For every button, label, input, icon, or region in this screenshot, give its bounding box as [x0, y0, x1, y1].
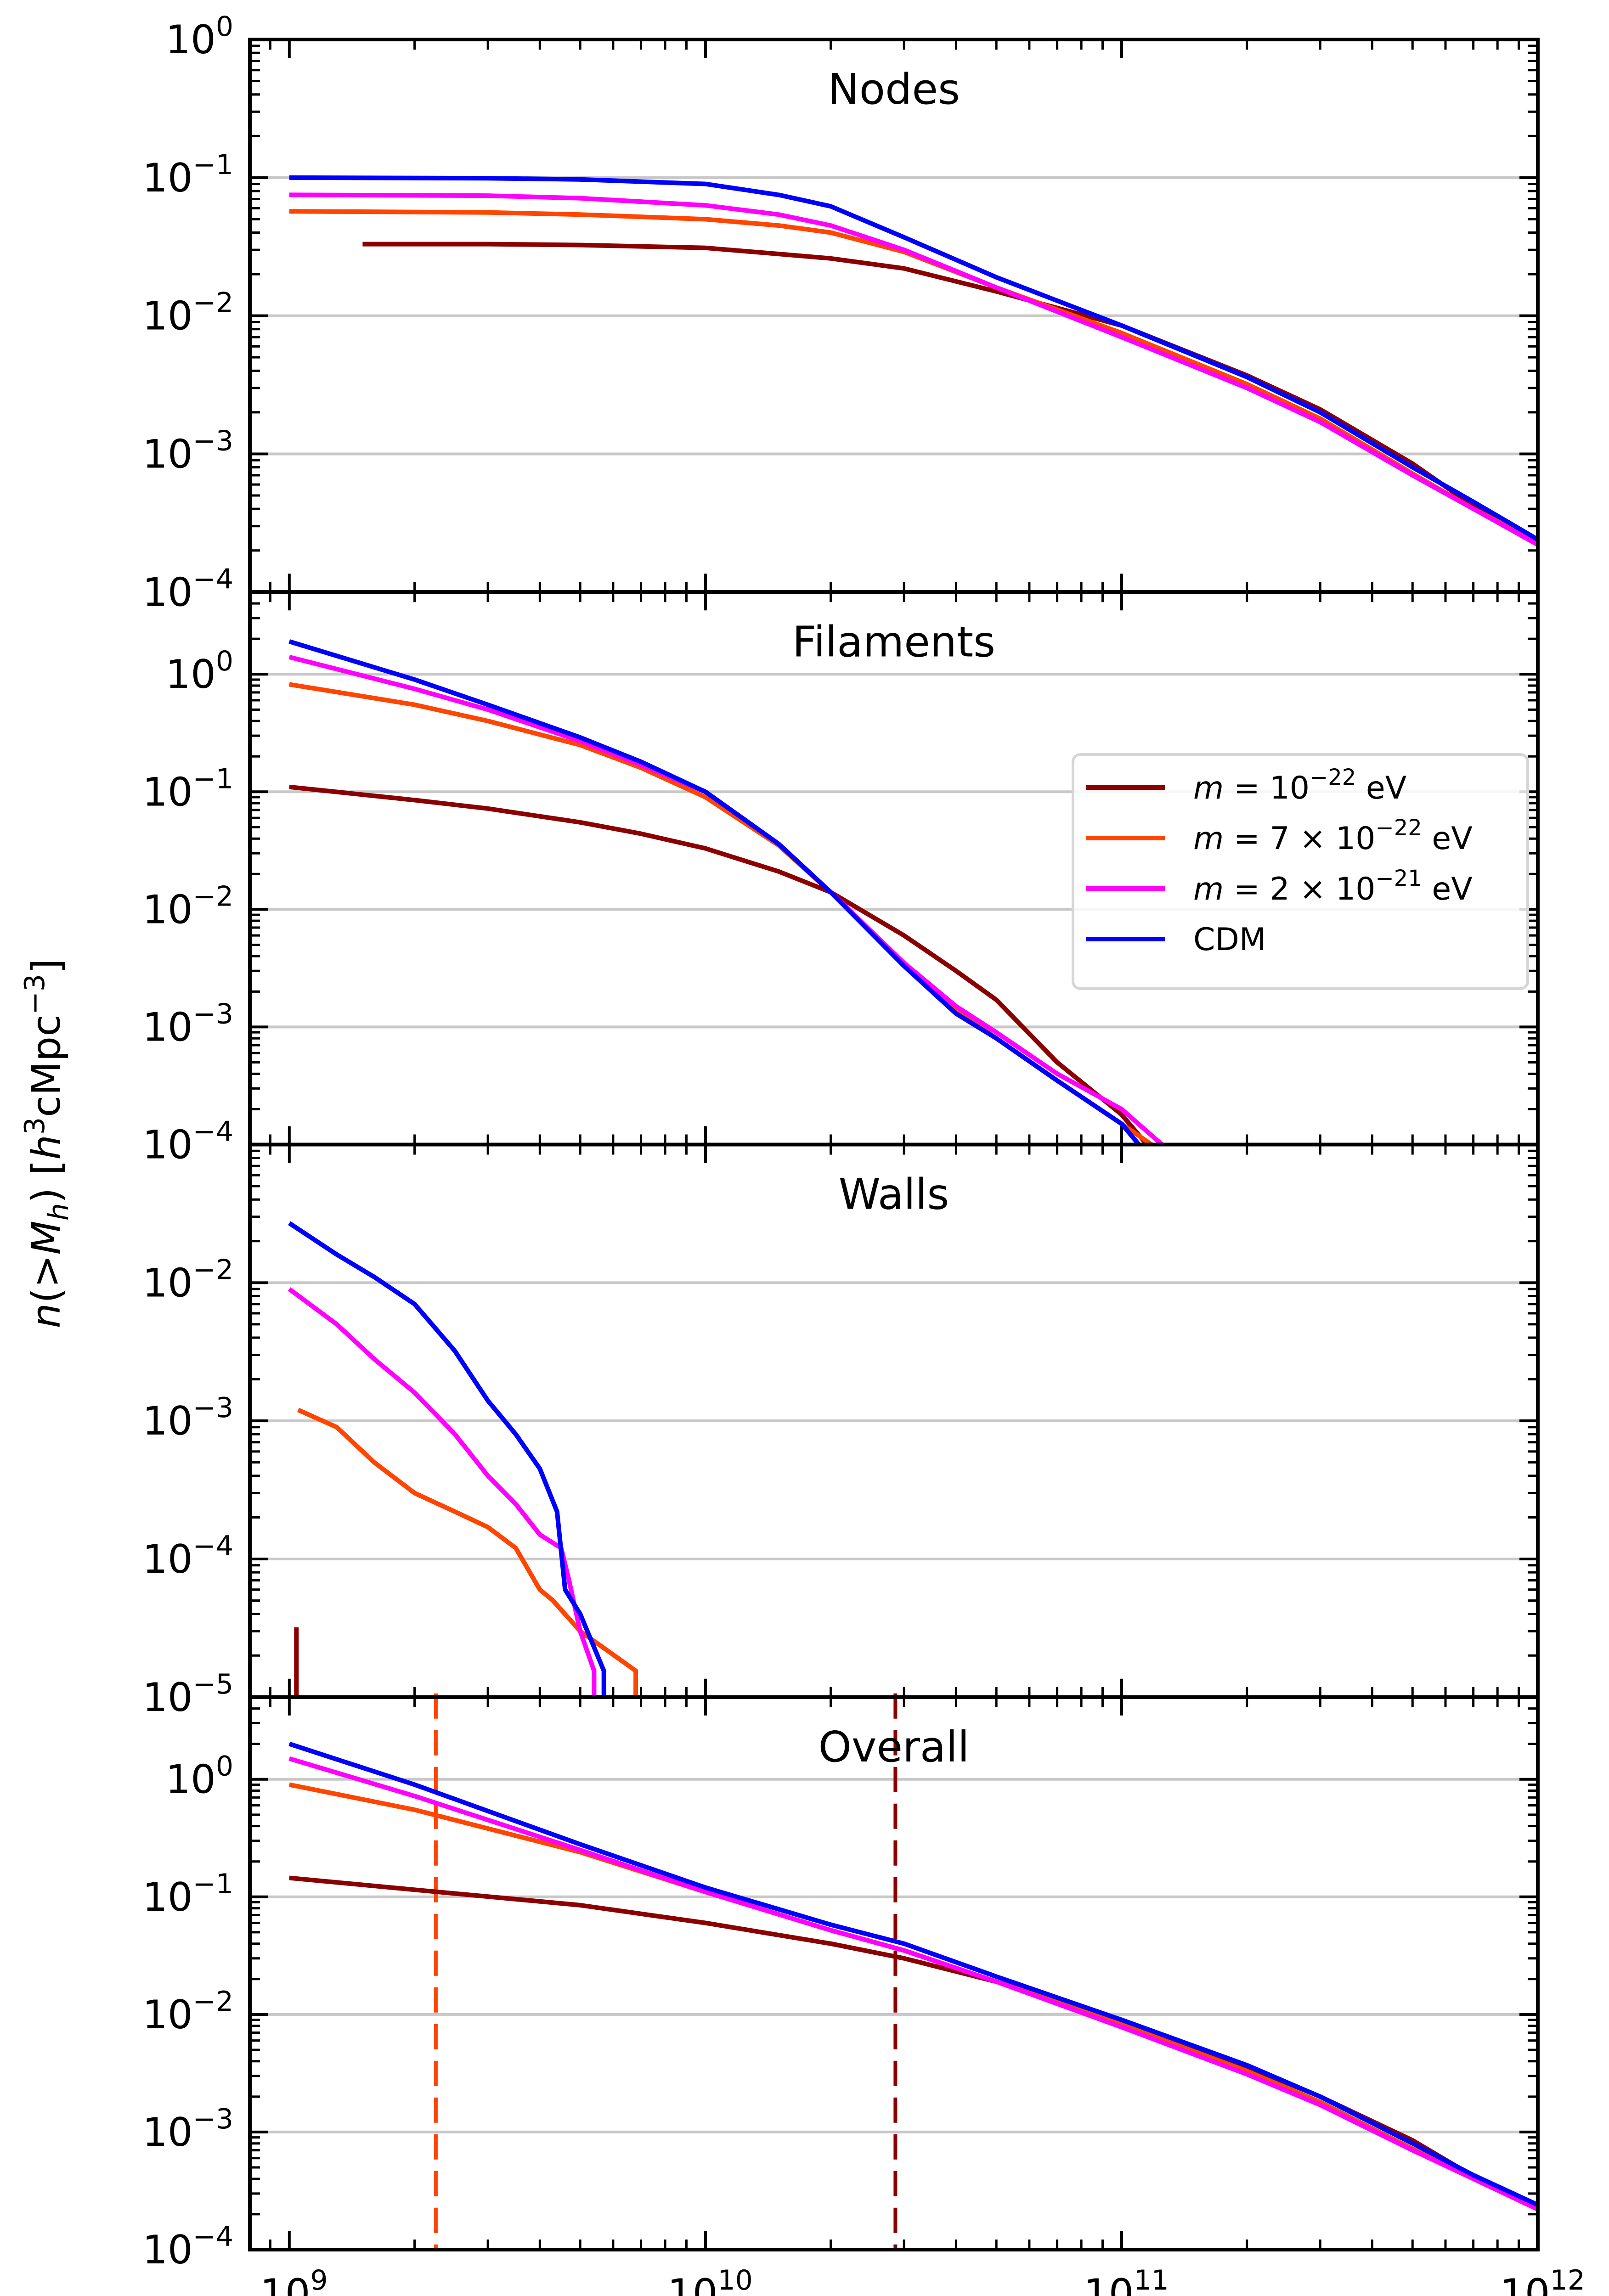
panel-filaments: 100 10−1 10−2 10−3 10−4 Filaments — [142, 590, 1540, 1168]
y-tick-label: 10−2 — [142, 287, 233, 339]
y-tick-label: 10−4 — [142, 1530, 233, 1582]
series-group — [288, 1221, 638, 1697]
x-tick-labels: 109 1010 1011 1012 — [260, 2264, 1585, 2296]
series-line-m2e-21 — [288, 1287, 597, 1697]
x-tick-label: 1010 — [667, 2264, 753, 2296]
series-line-m7e-22 — [288, 1782, 1538, 2209]
x-tick-label: 1011 — [1084, 2264, 1169, 2296]
y-tick-label: 10−4 — [142, 2221, 233, 2273]
panel-title: Filaments — [792, 617, 995, 666]
panel-nodes: 100 10−1 10−2 10−3 10−4 Nodes — [142, 11, 1540, 615]
y-tick-label: 10−3 — [142, 2103, 233, 2155]
series-line-m2e-21 — [288, 1756, 1538, 2212]
series-line-cdm — [288, 639, 1141, 1145]
y-tick-label: 10−4 — [142, 1116, 233, 1168]
series-group — [288, 1741, 1538, 2212]
series-line-m7e-22 — [289, 209, 1538, 544]
y-tick-label: 10−5 — [142, 1668, 233, 1721]
legend-label: m = 10−22 eV — [1193, 765, 1406, 806]
series-line-m1e-22 — [289, 1875, 1538, 2207]
series-line-cdm — [289, 175, 1538, 542]
y-tick-label: 10−2 — [142, 1254, 233, 1306]
y-tick-label: 10−1 — [142, 763, 233, 815]
x-tick-label: 1012 — [1500, 2264, 1585, 2296]
y-tick-label: 10−3 — [142, 1392, 233, 1444]
series-line-m1e-22 — [289, 784, 1149, 1145]
panel-overall: 100 10−1 10−2 10−3 10−4 Overall — [142, 1693, 1540, 2273]
y-tick-label: 10−2 — [142, 880, 233, 933]
panel-title: Nodes — [828, 65, 960, 114]
y-axis-label-text: n(>Mh) [h3cMpc−3] — [19, 959, 75, 1328]
series-line-m2e-21 — [288, 654, 1164, 1145]
panel-frame — [248, 1695, 1540, 2251]
y-tick-label: 10−3 — [142, 998, 233, 1050]
panels: 10010−110−210−310−4Nodes10010−110−210−31… — [142, 11, 1540, 2273]
legend: m = 10−22 eV m = 7 × 10−22 eV m = 2 × 10−2… — [1072, 753, 1529, 990]
series-group — [288, 639, 1164, 1145]
y-tick-label: 10−4 — [142, 563, 233, 615]
y-tick-label: 100 — [165, 645, 233, 698]
panel-title: Overall — [819, 1722, 970, 1772]
series-line-m2e-21 — [289, 192, 1538, 547]
legend-box — [1072, 753, 1529, 990]
y-tick-label: 10−3 — [142, 425, 233, 477]
y-tick-label: 10−1 — [142, 149, 233, 201]
legend-label: m = 2 × 10−21 eV — [1193, 866, 1473, 907]
x-tick-label: 109 — [260, 2264, 328, 2296]
y-axis-label: n(>Mh) [h3cMpc−3] — [19, 959, 75, 1328]
y-tick-label: 10−1 — [142, 1868, 233, 1920]
y-tick-label: 100 — [165, 11, 233, 63]
legend-label: m = 7 × 10−22 eV — [1193, 815, 1473, 857]
series-line-cdm — [288, 1741, 1538, 2207]
y-tick-label: 10−2 — [142, 1986, 233, 2038]
panel-walls: 10−2 10−3 10−4 10−5 Walls — [142, 1142, 1540, 1721]
y-tick-label: 100 — [165, 1750, 233, 1803]
series-line-m7e-22 — [288, 682, 1153, 1145]
panel-title: Walls — [839, 1170, 949, 1219]
series-line-m1e-22 — [362, 242, 1538, 542]
series-line-cdm — [288, 1221, 606, 1697]
legend-label: CDM — [1193, 922, 1266, 958]
series-group — [289, 175, 1538, 547]
